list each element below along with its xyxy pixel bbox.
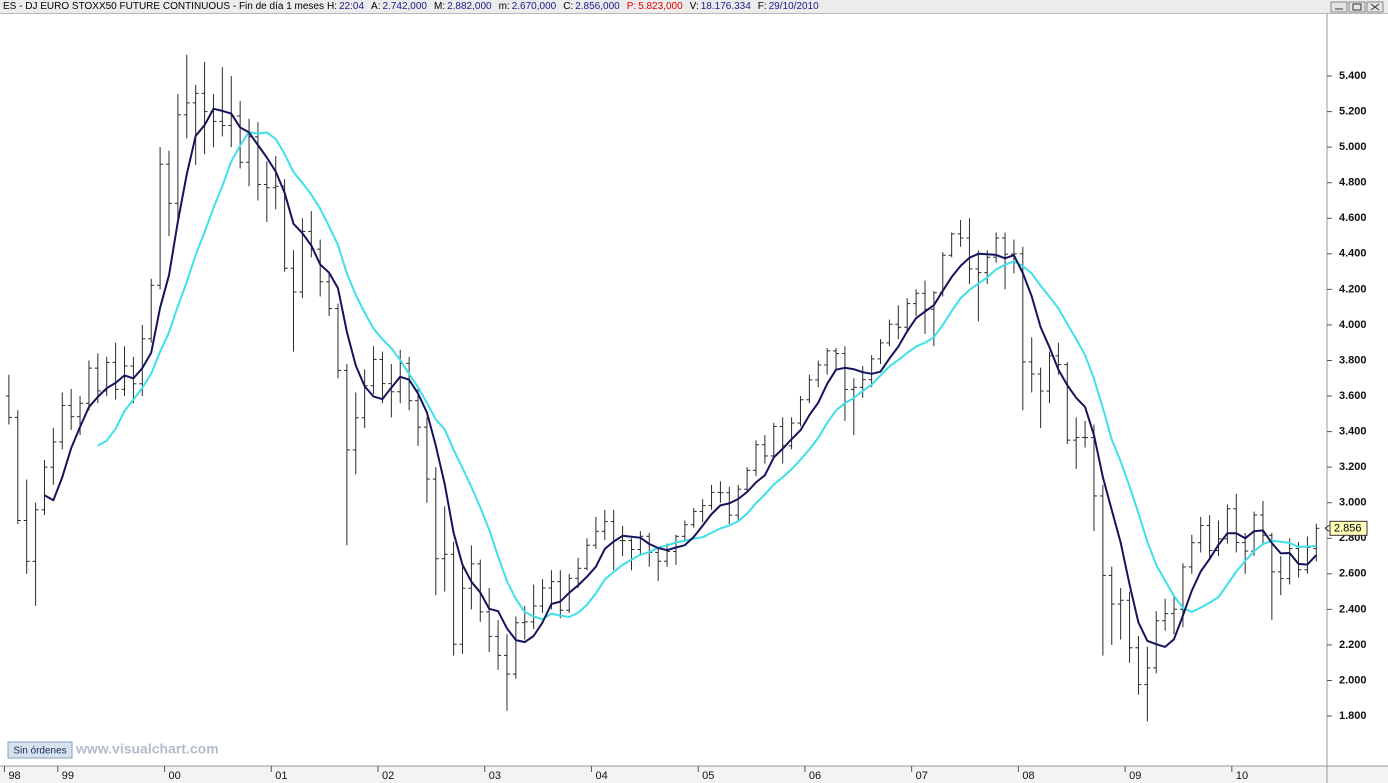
- minimize-button[interactable]: [1330, 1, 1348, 13]
- watermark: www.visualchart.com: [75, 741, 219, 757]
- field-value: 5.823,000: [638, 1, 683, 12]
- y-tick-label: 4.800: [1339, 177, 1367, 189]
- field-label: m:: [498, 1, 510, 12]
- y-tick-label: 2.600: [1339, 568, 1367, 580]
- field-value: 2.856,000: [575, 1, 620, 12]
- y-tick-label: 2.400: [1339, 603, 1367, 615]
- orders-button[interactable]: [7, 741, 73, 759]
- x-tick-label: 06: [809, 770, 821, 782]
- y-tick-label: 2.200: [1339, 639, 1367, 651]
- y-tick-label: 4.200: [1339, 283, 1367, 295]
- field-label: C:: [563, 1, 574, 12]
- y-tick-label: 1.800: [1339, 710, 1367, 722]
- x-tick-label: 10: [1236, 770, 1248, 782]
- y-tick-label: 4.400: [1339, 248, 1367, 260]
- x-tick-label: 99: [62, 770, 74, 782]
- y-tick-label: 5.000: [1339, 141, 1367, 153]
- x-tick-label: 07: [916, 770, 928, 782]
- x-tick-label: 04: [595, 770, 607, 782]
- field-value: 2.670,000: [511, 1, 557, 12]
- header-title: ES - DJ EURO STOXX50 FUTURE CONTINUOUS -…: [3, 1, 324, 12]
- close-icon: [1370, 3, 1380, 11]
- window-buttons: [1330, 1, 1384, 13]
- y-tick-label: 3.400: [1339, 426, 1367, 438]
- moving-average-line: [44, 107, 1318, 648]
- field-label: F:: [757, 1, 767, 12]
- field-value: 18.176.334: [700, 1, 751, 12]
- field-label: M:: [433, 1, 446, 12]
- field-label: A:: [371, 1, 381, 12]
- x-tick-label: 05: [702, 770, 714, 782]
- moving-average-line: [97, 131, 1317, 621]
- y-tick-label: 4.000: [1339, 319, 1367, 331]
- y-tick-label: 3.200: [1339, 461, 1367, 473]
- x-tick-label: 08: [1022, 770, 1034, 782]
- x-tick-label: 09: [1129, 770, 1141, 782]
- field-label: P:: [626, 1, 637, 12]
- x-tick-label: 03: [489, 770, 501, 782]
- x-tick-label: 02: [382, 770, 394, 782]
- maximize-button[interactable]: [1348, 1, 1366, 13]
- orders-button-label: Sin órdenes: [13, 746, 66, 757]
- x-tick-label: 98: [8, 770, 20, 782]
- field-label: V:: [689, 1, 699, 12]
- field-value: 2.742,000: [382, 1, 427, 12]
- x-tick-label: 01: [275, 770, 287, 782]
- last-price-box: [1329, 520, 1368, 536]
- header-bar: ES - DJ EURO STOXX50 FUTURE CONTINUOUS -…: [0, 0, 1388, 14]
- x-axis-strip: [0, 766, 1388, 783]
- y-tick-label: 3.800: [1339, 354, 1367, 366]
- last-price-label: 2.856: [1334, 523, 1362, 535]
- y-tick-label: 2.000: [1339, 674, 1367, 686]
- x-tick-label: 00: [169, 770, 181, 782]
- field-value: 2.882,000: [447, 1, 492, 12]
- y-tick-label: 3.600: [1339, 390, 1367, 402]
- y-tick-label: 3.000: [1339, 497, 1367, 509]
- y-tick-label: 4.600: [1339, 212, 1367, 224]
- field-label: H:: [327, 1, 337, 12]
- last-price-pointer: [1324, 524, 1330, 532]
- field-value: 22:04: [339, 1, 365, 12]
- field-value: 29/10/2010: [768, 1, 819, 12]
- y-tick-label: 5.200: [1339, 106, 1367, 118]
- bars: [5, 54, 1320, 722]
- maximize-icon: [1352, 3, 1362, 11]
- y-tick-label: 5.400: [1339, 70, 1367, 82]
